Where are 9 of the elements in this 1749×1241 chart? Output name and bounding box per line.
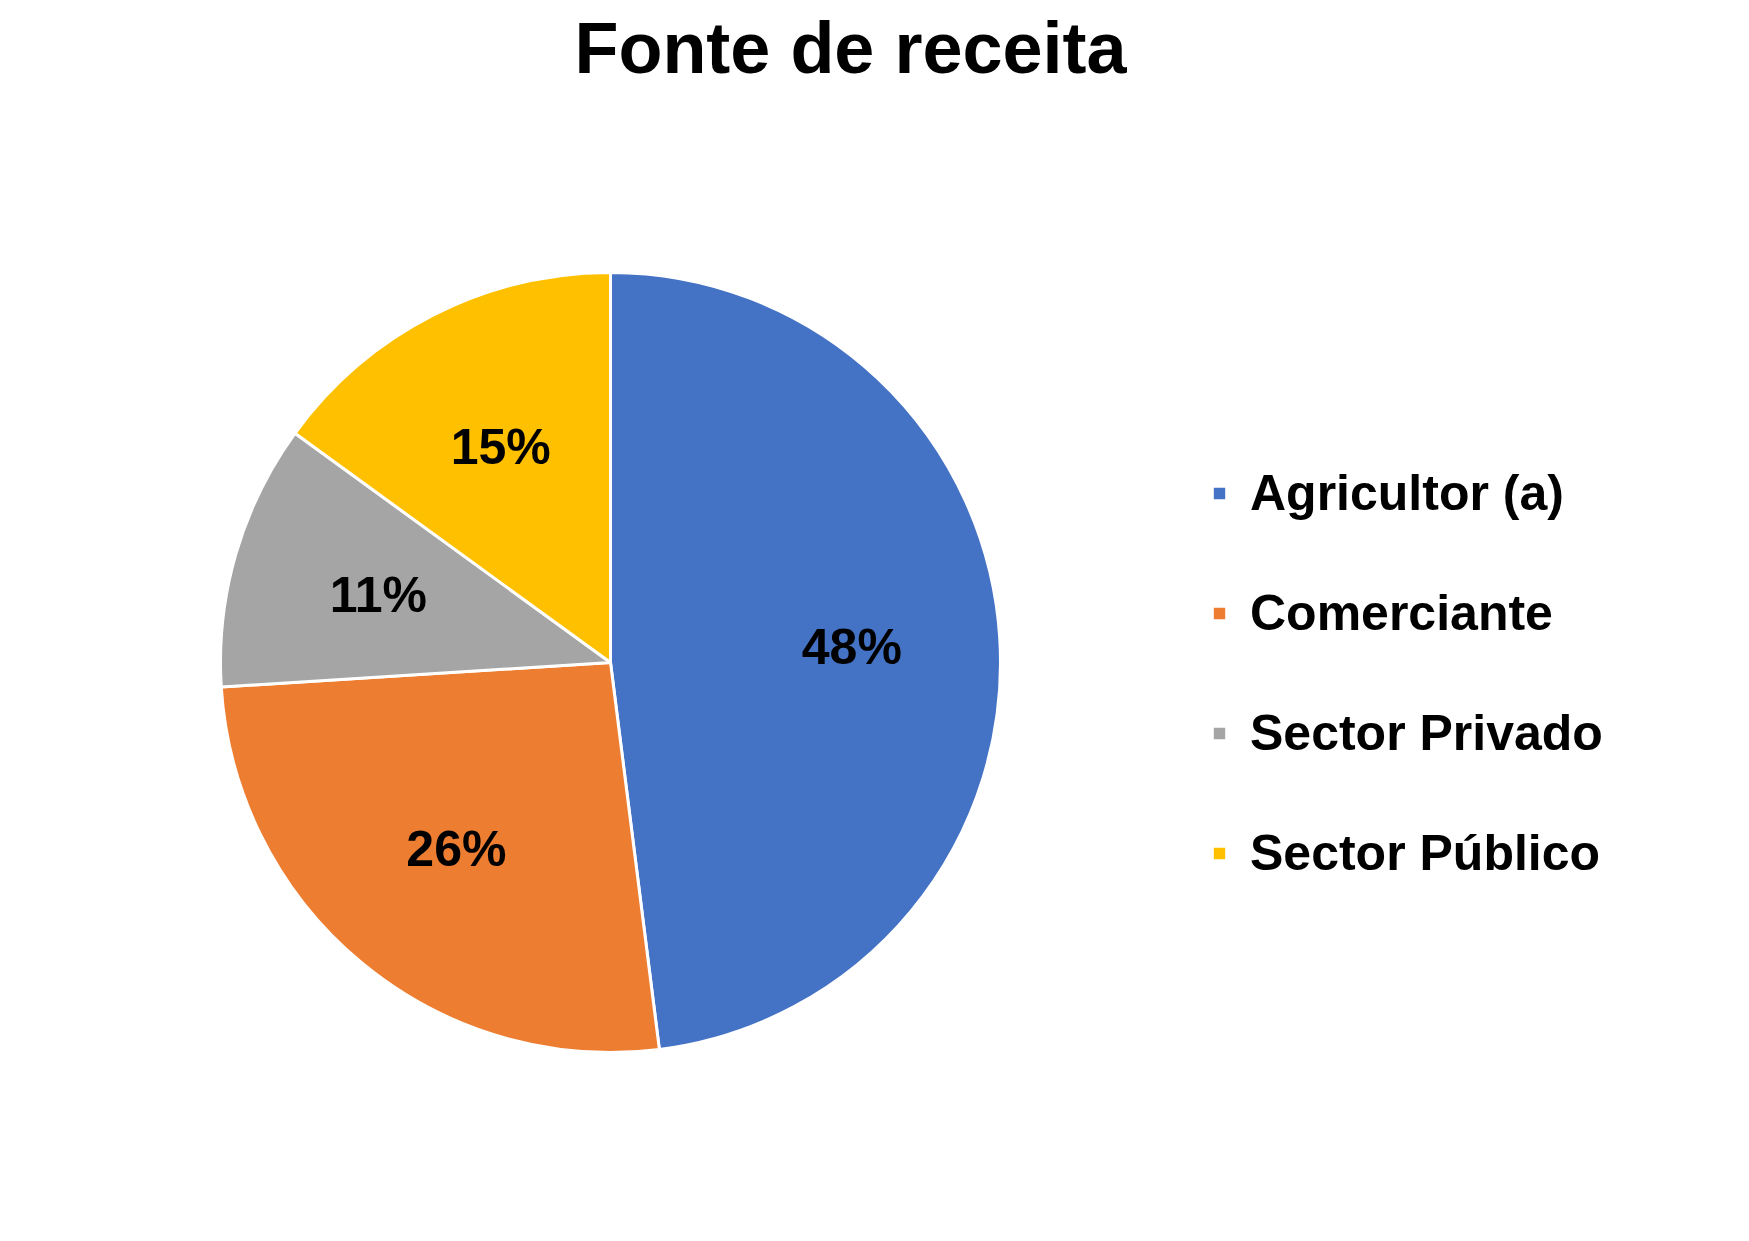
legend-label: Agricultor (a) xyxy=(1250,464,1564,522)
chart-title: Fonte de receita xyxy=(574,7,1128,88)
data-label: 26% xyxy=(406,820,507,877)
legend-label: Comerciante xyxy=(1250,584,1553,642)
legend-label: Sector Privado xyxy=(1250,704,1603,762)
data-label: 11% xyxy=(329,567,427,624)
data-label: 15% xyxy=(450,419,551,476)
legend-label: Sector Público xyxy=(1250,824,1601,882)
data-label: 48% xyxy=(801,619,902,676)
